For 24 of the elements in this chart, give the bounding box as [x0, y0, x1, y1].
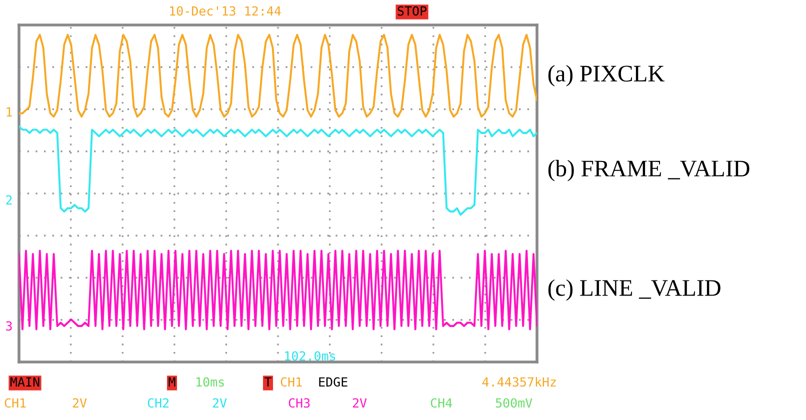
text: 2V — [352, 398, 367, 408]
series-label: (b) FRAME _VALID — [548, 160, 750, 182]
text: 2V — [212, 398, 227, 408]
text: CH1 — [280, 377, 302, 387]
text: CH1 — [4, 398, 26, 408]
text: STOP — [398, 6, 426, 16]
text: M — [168, 377, 176, 386]
text: CH4 — [430, 398, 452, 408]
text: 1 — [6, 107, 12, 116]
annotation: 102.0ms — [285, 351, 336, 361]
text: 2 — [6, 195, 12, 204]
text: 4.44357kHz — [482, 376, 556, 387]
text: MAIN — [10, 377, 40, 386]
text: 500mV — [496, 398, 532, 408]
text: 3 — [6, 321, 12, 331]
text: 2V — [72, 398, 87, 408]
series-label: (c) LINE _VALID — [548, 279, 720, 301]
series-label: (a) PIXCLK — [548, 65, 664, 86]
text: CH2 — [148, 398, 169, 408]
text: 10ms — [196, 377, 224, 387]
text: EDGE — [319, 377, 348, 387]
text: 10-Dec'13 12:44 — [170, 6, 281, 16]
text: CH3 — [288, 398, 310, 408]
text: T — [264, 377, 272, 386]
